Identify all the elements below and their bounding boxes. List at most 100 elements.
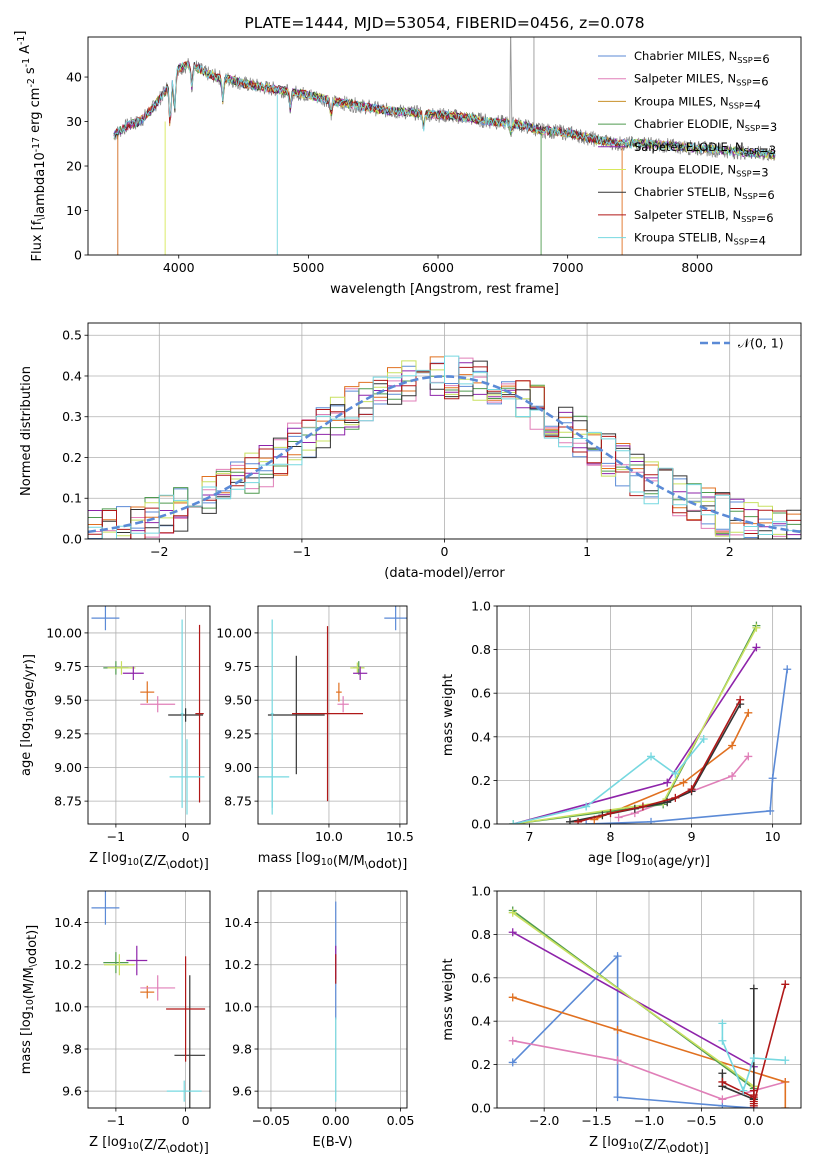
y-tick-label: 9.50	[224, 693, 252, 708]
axes-frame	[257, 890, 408, 1109]
y-tick-label: 0.6	[471, 970, 491, 985]
legend-entry: Salpeter MILES, NSSP=6	[634, 72, 769, 89]
x-axis-label: Z [log10(Z/Z\odot)]	[589, 1135, 709, 1156]
weight-marker	[744, 708, 753, 717]
label-part: mass weight	[441, 674, 456, 756]
plot-area-residuals	[88, 323, 801, 539]
label-part: Flux [f	[30, 220, 45, 261]
y-tick-label: 9.25	[54, 726, 82, 741]
y-tick-label: 10.0	[224, 999, 252, 1014]
x-axis-label: age [log10(age/yr)]	[588, 851, 710, 869]
y-tick-label: 9.75	[54, 659, 82, 674]
weight-marker	[736, 695, 745, 704]
label-part: =6	[753, 52, 770, 66]
label-part: E(B-V)	[312, 1135, 352, 1150]
weight-marker	[508, 1036, 517, 1045]
y-tick-label: 9.00	[224, 760, 252, 775]
label-part: -17	[31, 137, 42, 152]
label-part: SSP	[745, 123, 760, 133]
weight-marker	[582, 820, 591, 824]
weight-marker	[647, 752, 656, 761]
weight-marker	[638, 802, 647, 811]
x-tick-label: 4000	[163, 260, 195, 275]
y-axis-label: mass weight	[441, 674, 456, 756]
emission-spike-halpha	[509, 37, 513, 131]
y-tick-label: 10.4	[224, 915, 252, 930]
weight-marker	[565, 817, 574, 824]
label-part: Kroupa ELODIE, N	[634, 163, 736, 177]
x-tick-label: −0.5	[686, 1113, 716, 1128]
label-part: \	[666, 1144, 670, 1155]
legend-entry: Kroupa MILES, NSSP=4	[634, 94, 761, 111]
weight-series-line	[512, 996, 787, 1108]
weight-marker	[768, 774, 777, 783]
x-tick-label: 0.0	[744, 1113, 764, 1128]
label-part: mass [log	[19, 1011, 34, 1074]
weight-marker	[749, 1054, 758, 1063]
weight-marker	[613, 952, 622, 961]
weight-marker	[508, 908, 517, 917]
y-tick-label: 9.00	[54, 760, 82, 775]
weight-series-line	[569, 703, 741, 823]
weight-marker	[687, 785, 696, 794]
x-tick-label: 0	[182, 1113, 190, 1128]
label-part: mass weight	[441, 958, 456, 1040]
weight-marker	[781, 980, 790, 989]
y-tick-label: 0.0	[471, 817, 491, 832]
y-tick-label: 1.0	[471, 599, 491, 614]
label-part: (age/yr)]	[22, 654, 37, 711]
y-tick-label: 10.4	[54, 915, 82, 930]
y-tick-label: 30	[66, 114, 82, 129]
panel-spectrum: 4000 5000 6000 7000 8000 0 10 20 30 40 wavelength …	[13, 14, 802, 297]
weight-marker	[614, 813, 623, 822]
label-part: Kroupa MILES, N	[634, 94, 729, 108]
axes-frame	[87, 322, 802, 540]
weight-marker	[508, 928, 517, 937]
label-part: (M/M	[333, 854, 365, 869]
legend-entry: Kroupa ELODIE, NSSP=3	[634, 163, 769, 180]
axes-frame	[87, 36, 802, 256]
y-tick-label: 9.25	[224, 726, 252, 741]
label-part: =6	[758, 188, 775, 202]
label-part: odot)]	[669, 1141, 708, 1156]
label-part: Z [log	[89, 1135, 127, 1150]
label-part: age [log	[588, 851, 641, 866]
legend-entry: Salpeter STELIB, NSSP=6	[634, 208, 774, 225]
x-tick-label: 7	[525, 829, 533, 844]
label-part: Salpeter ELODIE, N	[634, 140, 744, 154]
y-tick-label: 9.75	[224, 659, 252, 674]
axes-frame	[257, 605, 408, 825]
panel-age_vs_mass: 10.0 10.5 8.75 9.00 9.25 9.50 9.75 10.00 mass [l…	[216, 605, 414, 872]
label-part: 10	[25, 711, 36, 723]
label-part: =3	[760, 120, 777, 134]
y-tick-label: 9.50	[54, 693, 82, 708]
y-tick-label: 0.6	[471, 686, 491, 701]
label-part: SSP	[737, 55, 752, 65]
legend-entry: 𝒩(0, 1)	[738, 336, 784, 351]
label-part: Z [log	[89, 851, 127, 866]
x-tick-label: −1	[107, 1113, 125, 1128]
label-part: A	[18, 45, 33, 58]
weight-series-line	[512, 912, 755, 1087]
x-tick-label: −2	[150, 544, 168, 559]
weight-marker	[749, 1099, 758, 1108]
label-part: odot)]	[169, 1141, 208, 1156]
axes-frame	[496, 890, 802, 1109]
y-axis-label: Normed distribution	[19, 366, 34, 496]
weight-marker	[509, 820, 518, 824]
label-part: age [log	[19, 723, 34, 776]
weight-marker	[671, 793, 680, 802]
y-tick-label: 0.2	[62, 450, 82, 465]
weight-marker	[739, 1086, 748, 1095]
plot-area-weight_vs_Z	[497, 891, 801, 1108]
weight-marker	[679, 778, 688, 787]
y-tick-label: 0.0	[62, 532, 82, 547]
weight-marker	[744, 752, 753, 761]
x-tick-label: −1	[107, 829, 125, 844]
label-part: (age/yr)]	[653, 854, 710, 869]
label-part: 10	[627, 1141, 639, 1152]
y-axis-label: mass weight	[441, 958, 456, 1040]
x-tick-label: 10	[765, 829, 781, 844]
label-part: =3	[752, 166, 769, 180]
label-part: \	[365, 860, 369, 871]
